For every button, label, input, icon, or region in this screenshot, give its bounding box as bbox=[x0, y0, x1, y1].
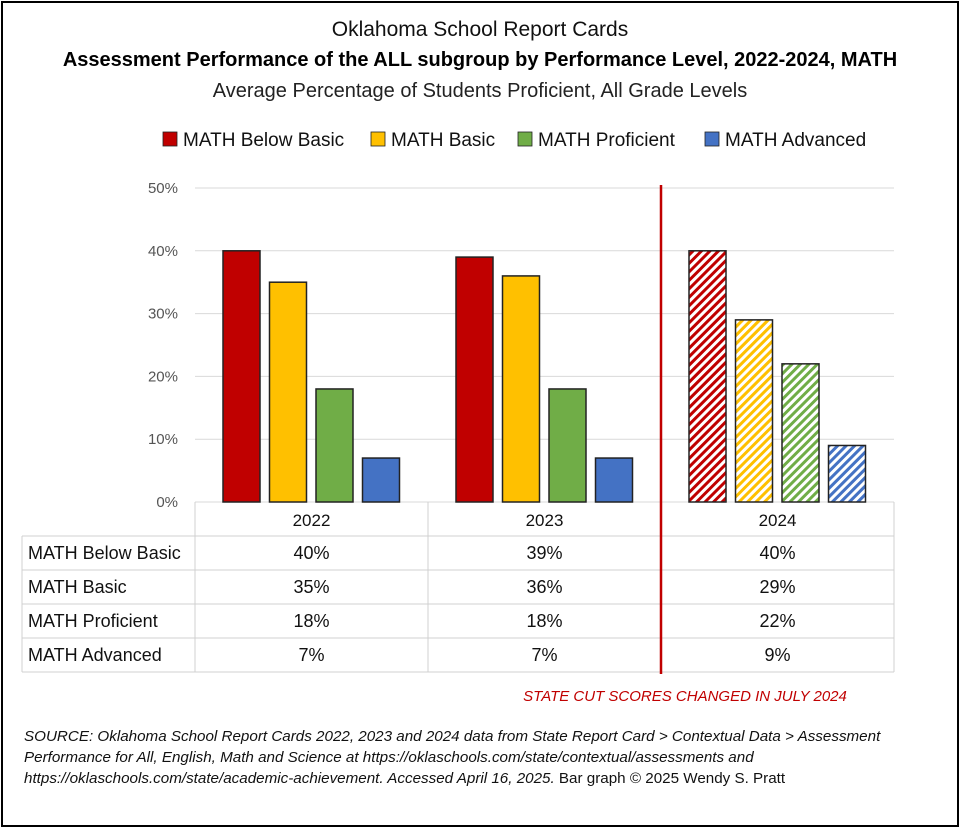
y-tick-label: 10% bbox=[148, 431, 178, 448]
bar bbox=[268, 281, 308, 503]
copyright-text: Bar graph © 2025 Wendy S. Pratt bbox=[554, 770, 786, 787]
bar bbox=[781, 363, 820, 503]
table-cell-value: 40% bbox=[293, 543, 329, 563]
table-cell-value: 36% bbox=[526, 577, 562, 597]
legend-label: MATH Advanced bbox=[725, 130, 866, 151]
table-cell-value: 35% bbox=[293, 577, 329, 597]
x-category-label: 2024 bbox=[759, 511, 797, 530]
legend-swatch bbox=[162, 131, 178, 147]
legend-label: MATH Basic bbox=[391, 130, 495, 151]
x-category-label: 2022 bbox=[293, 511, 331, 530]
bar bbox=[827, 444, 867, 503]
legend-label: MATH Proficient bbox=[538, 130, 676, 151]
table-cell-value: 29% bbox=[759, 577, 795, 597]
x-category-label: 2023 bbox=[526, 511, 564, 530]
bar bbox=[688, 250, 727, 503]
source-text: SOURCE: Oklahoma School Report Cards 202… bbox=[24, 728, 881, 787]
chart-subtitle-2: Average Percentage of Students Proficien… bbox=[212, 80, 748, 102]
table-cell-value: 39% bbox=[526, 543, 562, 563]
bar bbox=[734, 319, 774, 503]
table-row-label: MATH Proficient bbox=[28, 611, 158, 631]
cut-score-annotation: STATE CUT SCORES CHANGED IN JULY 2024 bbox=[523, 688, 847, 705]
y-tick-label: 50% bbox=[148, 180, 178, 197]
chart-subtitle: Assessment Performance of the ALL subgro… bbox=[62, 49, 898, 71]
bar bbox=[315, 388, 354, 503]
bar bbox=[501, 275, 541, 503]
table-cell-value: 7% bbox=[531, 645, 557, 665]
legend-swatch bbox=[517, 131, 533, 147]
bar bbox=[594, 457, 634, 503]
table-row-label: MATH Basic bbox=[28, 577, 127, 597]
y-tick-label: 30% bbox=[148, 306, 178, 323]
table-cell-value: 22% bbox=[759, 611, 795, 631]
table-cell-value: 40% bbox=[759, 543, 795, 563]
table-cell-value: 18% bbox=[293, 611, 329, 631]
legend-label: MATH Below Basic bbox=[183, 130, 344, 151]
y-tick-label: 40% bbox=[148, 243, 178, 260]
source-note: SOURCE: Oklahoma School Report Cards 202… bbox=[24, 726, 924, 789]
bar bbox=[222, 250, 261, 503]
table-row-label: MATH Below Basic bbox=[28, 543, 181, 563]
bar bbox=[361, 457, 401, 503]
legend-swatch bbox=[370, 131, 386, 147]
bar bbox=[548, 388, 587, 503]
bar bbox=[455, 256, 494, 503]
y-tick-label: 0% bbox=[156, 494, 178, 511]
y-tick-label: 20% bbox=[148, 368, 178, 385]
legend-swatch bbox=[704, 131, 720, 147]
table-cell-value: 9% bbox=[764, 645, 790, 665]
table-cell-value: 18% bbox=[526, 611, 562, 631]
table-cell-value: 7% bbox=[298, 645, 324, 665]
table-row-label: MATH Advanced bbox=[28, 645, 162, 665]
chart-title: Oklahoma School Report Cards bbox=[331, 18, 629, 41]
